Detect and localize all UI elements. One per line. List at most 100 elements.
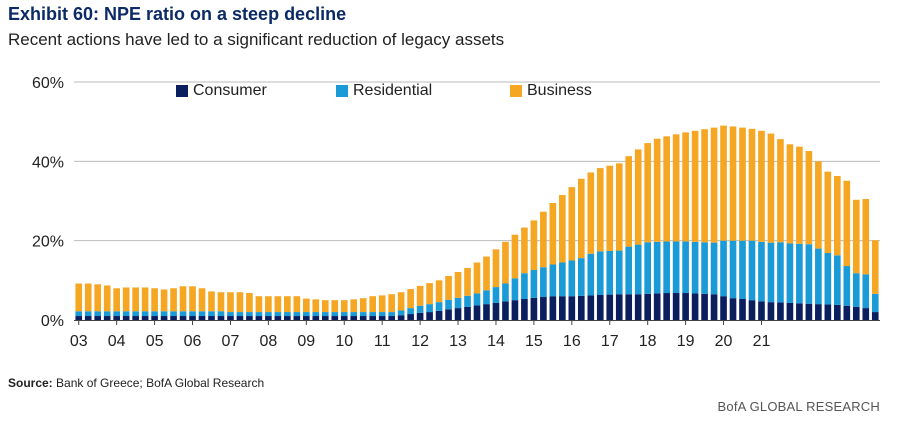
bar-consumer [274,316,282,320]
bar-residential [682,241,689,294]
source-text: Bank of Greece; BofA Global Research [56,376,265,390]
bar-business [777,139,784,243]
bar-business [559,195,566,263]
bar-residential [340,312,348,317]
bar-consumer [824,304,832,320]
legend-label-consumer: Consumer [193,82,267,99]
bar-consumer [426,312,433,320]
bar-consumer [559,296,566,320]
bar-residential [653,241,661,294]
bar-residential [748,240,756,301]
bar-consumer [359,316,367,320]
bar-residential [293,312,301,317]
bar-business [293,296,301,313]
y-tick-label: 20% [32,234,64,251]
bar-consumer [483,304,490,320]
bar-business [464,268,471,296]
bar-business [321,300,329,313]
x-tick-label: 18 [639,333,657,350]
bar-residential [540,267,547,297]
bar-business [255,296,263,313]
legend-item-residential: Residential [336,82,432,100]
bar-residential [511,278,519,301]
y-tick-label: 40% [32,154,64,171]
bar-business [473,262,481,294]
bar-residential [122,311,130,317]
bar-residential [701,242,708,294]
bar-consumer [388,316,395,320]
bar-consumer [473,305,481,320]
bar-business [113,288,120,312]
bar-business [369,296,377,313]
bar-business [122,287,130,312]
bar-residential [815,248,822,305]
bar-business [758,130,765,242]
bar-consumer [691,293,699,320]
bar-consumer [796,303,803,320]
bar-consumer [331,316,339,320]
bar-residential [132,311,139,317]
bar-consumer [113,316,120,320]
bar-business [540,211,547,268]
bar-business [815,161,822,249]
bar-business [160,289,168,312]
bar-consumer [160,316,168,320]
bar-consumer [378,316,386,320]
bar-residential [852,273,860,307]
bar-business [625,156,633,247]
bar-consumer [767,302,775,320]
bar-residential [369,312,377,317]
bar-consumer [644,293,651,320]
bar-residential [160,311,168,317]
bar-business [682,132,689,242]
bar-residential [84,311,92,317]
bar-business [549,202,557,265]
bar-consumer [246,316,253,320]
bar-business [189,286,196,312]
bar-consumer [303,316,310,320]
bar-business [568,187,576,261]
x-tick-label: 12 [411,333,429,350]
bar-residential [94,311,102,317]
bar-consumer [710,294,718,320]
bar-consumer [464,306,471,320]
bar-consumer [625,294,633,320]
bar-consumer [587,295,595,320]
bar-consumer [530,297,538,320]
bar-residential [416,305,424,313]
bar-consumer [151,316,158,320]
bar-residential [312,312,320,317]
x-tick-label: 07 [222,333,240,350]
source-label: Source: [8,376,53,390]
bar-consumer [189,316,196,320]
bar-consumer [407,314,414,320]
bar-business [378,295,386,313]
bar-business [511,234,519,279]
bar-residential [625,246,633,295]
legend-label-business: Business [527,82,592,99]
bar-business [663,136,670,242]
bar-residential [454,297,462,309]
x-tick-label: 10 [335,333,353,350]
legend-swatch-business [510,85,522,97]
bar-consumer [511,300,519,320]
x-tick-label: 21 [753,333,771,350]
bar-business [786,144,794,244]
brand-label: BofA GLOBAL RESEARCH [717,399,880,414]
legend-item-business: Business [510,82,592,100]
bar-business [521,227,528,274]
bar-consumer [748,300,756,320]
bar-residential [255,312,263,317]
bar-residential [530,270,538,298]
bar-business [720,125,727,241]
bar-consumer [577,295,585,320]
bar-business [397,292,405,311]
bar-residential [189,311,196,317]
bar-business [606,165,614,251]
bar-consumer [350,316,358,320]
bar-consumer [103,316,111,320]
bar-residential [502,283,509,302]
bar-consumer [871,312,879,320]
bar-business [862,199,870,275]
